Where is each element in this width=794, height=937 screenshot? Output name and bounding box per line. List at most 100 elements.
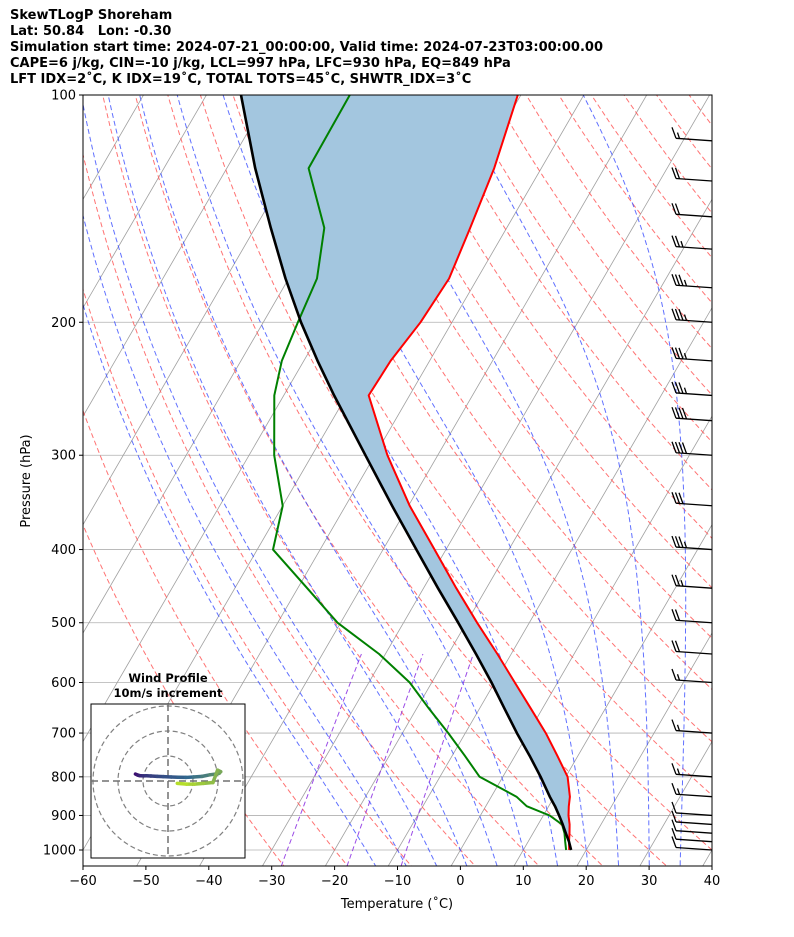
moist-adiabat xyxy=(139,95,498,866)
wind-barb xyxy=(671,235,712,250)
dry-adiabat xyxy=(134,95,604,866)
isotherm-line xyxy=(83,95,144,201)
wind-barb xyxy=(671,763,712,778)
dry-adiabat xyxy=(655,95,712,170)
indices-line-2: LFT IDX=2˚C, K IDX=19˚C, TOTAL TOTS=45˚C… xyxy=(10,72,472,87)
y-tick-label: 300 xyxy=(51,449,76,464)
isotherm-line xyxy=(639,740,712,866)
dry-adiabat xyxy=(493,95,712,396)
y-tick-label: 400 xyxy=(51,543,76,558)
dry-adiabat xyxy=(265,95,712,743)
wind-barb xyxy=(671,810,712,826)
background-grid xyxy=(0,60,794,882)
wind-barb xyxy=(671,668,712,684)
dry-adiabat xyxy=(362,95,712,589)
dry-adiabat xyxy=(696,61,794,882)
y-tick-label: 600 xyxy=(51,676,76,691)
indices-line-1: CAPE=6 j/kg, CIN=-10 j/kg, LCL=997 hPa, … xyxy=(10,56,511,71)
wind-barb xyxy=(671,640,712,655)
wind-barb xyxy=(671,819,712,834)
cape-area xyxy=(241,95,572,850)
wind-barb xyxy=(671,827,712,843)
moist-adiabat xyxy=(176,95,528,866)
profiles xyxy=(239,95,573,851)
hodograph-segment xyxy=(175,781,189,786)
x-tick-label: 0 xyxy=(456,874,464,889)
isotherm-line xyxy=(83,95,270,418)
x-tick-label: 10 xyxy=(515,874,532,889)
isotherm-line xyxy=(702,849,712,866)
moist-adiabat xyxy=(453,95,650,866)
dry-adiabat xyxy=(83,152,476,866)
isotherm-line xyxy=(450,415,712,866)
mixing-ratio-line xyxy=(400,653,474,866)
wind-barb xyxy=(671,609,712,624)
wind-barb xyxy=(671,167,712,182)
isotherm-line xyxy=(757,60,794,881)
wind-barb xyxy=(671,782,712,798)
time-line: Simulation start time: 2024-07-21_00:00:… xyxy=(10,40,603,55)
x-tick-label: −20 xyxy=(321,874,348,889)
wind-barb xyxy=(671,308,712,323)
wind-barb xyxy=(671,441,712,456)
dry-adiabat xyxy=(83,523,285,866)
dry-adiabat xyxy=(623,95,712,214)
wind-barb xyxy=(671,406,712,422)
dry-adiabat xyxy=(427,95,712,491)
mixing-ratio-line xyxy=(280,653,362,866)
dry-adiabat xyxy=(167,95,668,866)
dry-adiabat xyxy=(83,409,349,866)
mixing-ratio-line xyxy=(346,653,424,866)
x-tick-label: −50 xyxy=(132,874,159,889)
y-tick-label: 1000 xyxy=(43,844,76,859)
wind-barb xyxy=(671,381,712,397)
moist-adiabat xyxy=(83,101,438,866)
wind-barb xyxy=(671,492,712,507)
temperature-line xyxy=(367,95,571,851)
x-tick-label: 40 xyxy=(704,874,721,889)
isotherm-line xyxy=(261,95,711,866)
x-tick-label: 30 xyxy=(641,874,658,889)
wind-barb xyxy=(671,274,712,289)
hodograph-title: Wind Profile xyxy=(128,671,208,685)
x-tick-label: −60 xyxy=(69,874,96,889)
y-axis-label: Pressure (hPa) xyxy=(19,434,34,527)
dry-adiabat xyxy=(395,95,712,540)
isotherm-line xyxy=(576,632,712,866)
wind-barb xyxy=(671,127,712,142)
location-line: Lat: 50.84 Lon: -0.30 xyxy=(10,24,172,39)
moist-adiabat xyxy=(83,302,377,866)
wind-barb xyxy=(671,203,712,218)
y-tick-label: 500 xyxy=(51,616,76,631)
isotherm-line xyxy=(513,523,712,866)
wind-barb xyxy=(671,535,712,551)
wind-barbs xyxy=(671,127,712,851)
x-tick-label: 20 xyxy=(578,874,595,889)
wind-barb xyxy=(671,836,712,851)
hodograph-subtitle: 10m/s increment xyxy=(114,686,223,700)
moist-adiabat xyxy=(280,95,589,866)
wind-barb xyxy=(671,347,712,362)
hodograph-inset: Wind Profile 10m/s increment xyxy=(90,671,246,859)
isotherm-line xyxy=(0,60,101,881)
y-tick-label: 200 xyxy=(51,316,76,331)
cape-fill xyxy=(241,95,572,850)
dewpoint-line xyxy=(272,95,568,851)
wind-barb xyxy=(671,719,712,734)
dry-adiabat xyxy=(199,95,712,851)
moist-adiabat xyxy=(107,95,468,866)
dry-adiabat xyxy=(83,287,413,866)
isotherm-line xyxy=(199,95,648,866)
chart-header: SkewTLogP Shoreham Lat: 50.84 Lon: -0.30… xyxy=(10,8,603,88)
moist-adiabat xyxy=(83,213,407,866)
wind-barb xyxy=(671,801,712,817)
hodograph-segment xyxy=(211,768,220,785)
x-tick-label: −30 xyxy=(258,874,285,889)
chart-title: SkewTLogP Shoreham xyxy=(10,8,173,23)
x-tick-label: −40 xyxy=(195,874,222,889)
x-axis-label: Temperature (˚C) xyxy=(340,896,453,912)
isotherm-line xyxy=(387,306,712,866)
y-tick-label: 800 xyxy=(51,770,76,785)
wind-barb xyxy=(671,574,712,589)
